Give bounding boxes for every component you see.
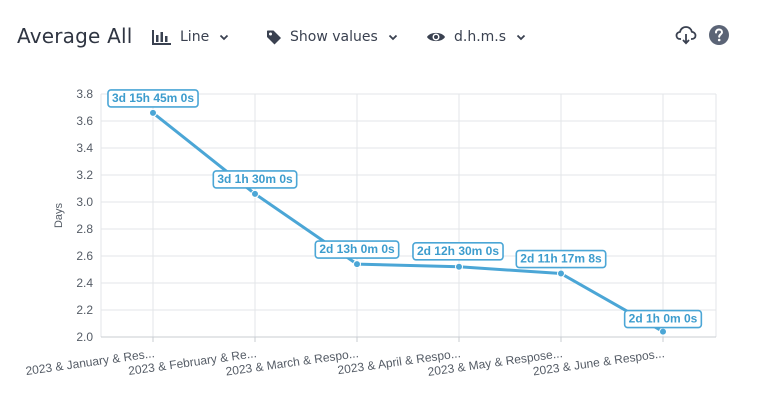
- data-label: 2d 1h 0m 0s: [623, 309, 703, 329]
- data-label-text: 3d 1h 30m 0s: [217, 172, 293, 186]
- series-line: [152, 111, 664, 333]
- show-values-label: Show values: [290, 29, 378, 45]
- chevron-down-icon: [516, 34, 526, 41]
- tag-icon: [267, 30, 281, 45]
- cloud-download-icon: [675, 26, 697, 45]
- y-tick-label: 2.6: [76, 249, 93, 263]
- time-format-label: d.h.m.s: [454, 29, 507, 45]
- data-label-box: [314, 240, 400, 259]
- data-label-text: 2d 1h 0m 0s: [629, 312, 698, 326]
- series: [149, 108, 667, 336]
- y-tick-label: 2.0: [76, 330, 93, 344]
- data-label: 3d 15h 45m 0s: [107, 89, 199, 108]
- data-labels: 3d 15h 45m 0s 3d 1h 30m 0s 2d 13h 0m 0s 2d …: [107, 89, 703, 329]
- data-point: [659, 327, 667, 336]
- bar-chart-icon: [152, 30, 171, 45]
- help-button[interactable]: [708, 24, 730, 46]
- y-tick-label: 3.8: [76, 87, 93, 101]
- data-label-text: 2d 13h 0m 0s: [319, 242, 395, 256]
- data-label: 2d 12h 30m 0s: [412, 242, 504, 261]
- data-point: [353, 260, 361, 269]
- data-label: 2d 13h 0m 0s: [314, 240, 400, 259]
- data-label: 3d 1h 30m 0s: [212, 170, 298, 189]
- data-point: [251, 189, 259, 198]
- chevron-down-icon: [388, 34, 397, 41]
- y-tick-label: 3.0: [76, 195, 93, 209]
- data-label-box: [212, 170, 298, 189]
- download-button[interactable]: [675, 24, 697, 46]
- y-tick-label: 2.2: [76, 303, 93, 317]
- eye-icon: [427, 32, 445, 42]
- time-format-dropdown[interactable]: d.h.m.s: [426, 27, 526, 47]
- y-tick-label: 3.4: [76, 141, 93, 155]
- data-label-box: [412, 242, 504, 261]
- chart-type-label: Line: [180, 29, 210, 45]
- y-tick-label: 3.6: [76, 114, 93, 128]
- data-label-text: 2d 11h 17m 8s: [520, 252, 602, 266]
- data-label-box: [623, 309, 703, 329]
- data-label-box: [107, 89, 199, 108]
- chevron-down-icon: [220, 34, 229, 41]
- help-circle-icon: [709, 25, 729, 45]
- y-tick-label: 3.2: [76, 168, 93, 182]
- data-point: [455, 262, 463, 271]
- data-label-box: [515, 249, 607, 269]
- data-label-text: 2d 12h 30m 0s: [417, 244, 499, 258]
- data-label-text: 3d 15h 45m 0s: [112, 91, 194, 105]
- data-label: 2d 11h 17m 8s: [515, 249, 607, 269]
- chart-type-dropdown[interactable]: Line: [152, 27, 229, 47]
- y-tick-label: 2.4: [76, 276, 93, 290]
- chart-toolbar: Average All Line Show values d.h.m.s: [0, 0, 757, 72]
- data-point: [149, 108, 157, 117]
- show-values-dropdown[interactable]: Show values: [266, 27, 398, 47]
- data-point: [557, 269, 565, 278]
- page-title: Average All: [17, 24, 133, 48]
- y-axis-label: Days: [53, 202, 65, 228]
- grid: [100, 93, 717, 338]
- y-tick-label: 2.8: [76, 222, 93, 236]
